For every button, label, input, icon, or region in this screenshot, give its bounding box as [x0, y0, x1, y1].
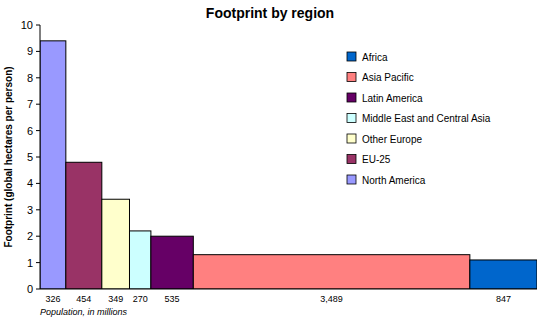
- y-axis: [40, 25, 41, 289]
- y-tick: [36, 25, 40, 26]
- y-tick: [36, 183, 40, 184]
- bar: [40, 41, 66, 289]
- population-label: 535: [165, 294, 180, 304]
- bar: [151, 236, 193, 289]
- y-tick: [36, 236, 40, 237]
- title: Footprint by region: [206, 5, 334, 21]
- chart: Footprint by region Footprint (global hec…: [0, 0, 540, 321]
- legend-label: Africa: [362, 52, 388, 63]
- x-axis-label: Population, in millions: [40, 307, 128, 317]
- y-tick: [36, 262, 40, 263]
- y-tick-label: 0: [27, 283, 33, 295]
- y-tick: [36, 77, 40, 78]
- legend-swatch: [347, 93, 356, 102]
- y-tick-label: 6: [27, 125, 33, 137]
- legend-label: Latin America: [362, 93, 423, 104]
- y-tick: [36, 130, 40, 131]
- y-tick-label: 10: [21, 19, 33, 31]
- y-axis-label: Footprint (global hectares per person): [3, 66, 14, 247]
- y-tick: [36, 157, 40, 158]
- bar: [102, 199, 130, 289]
- legend-swatch: [347, 155, 356, 164]
- legend-label: EU-25: [362, 154, 391, 165]
- legend-label: Other Europe: [362, 134, 422, 145]
- bars: [40, 41, 537, 289]
- legend-swatch: [347, 134, 356, 143]
- legend-label: North America: [362, 175, 426, 186]
- population-label: 3,489: [320, 294, 343, 304]
- legend-swatch: [347, 114, 356, 123]
- y-tick: [36, 209, 40, 210]
- y-tick-label: 3: [27, 204, 33, 216]
- population-label: 270: [133, 294, 148, 304]
- legend-label: Middle East and Central Asia: [362, 113, 491, 124]
- y-tick: [36, 104, 40, 105]
- y-tick: [36, 51, 40, 52]
- legend-swatch: [347, 73, 356, 82]
- population-label: 847: [496, 294, 511, 304]
- population-label: 326: [45, 294, 60, 304]
- y-tick-label: 1: [27, 257, 33, 269]
- bar: [470, 260, 537, 289]
- legend-swatch: [347, 52, 356, 61]
- population-label: 454: [76, 294, 91, 304]
- y-tick-label: 7: [27, 98, 33, 110]
- y-tick: [36, 289, 40, 290]
- bar: [193, 255, 470, 289]
- y-tick-label: 4: [27, 177, 33, 189]
- x-axis: [40, 289, 537, 290]
- legend: Africa Asia Pacific Latin America Middle Ea…: [347, 52, 491, 186]
- y-tick-label: 5: [27, 151, 33, 163]
- bar: [129, 231, 150, 289]
- legend-swatch: [347, 175, 356, 184]
- y-tick-label: 9: [27, 45, 33, 57]
- bar: [66, 162, 102, 289]
- population-label: 349: [108, 294, 123, 304]
- legend-label: Asia Pacific: [362, 72, 414, 83]
- y-tick-label: 2: [27, 230, 33, 242]
- y-tick-label: 8: [27, 72, 33, 84]
